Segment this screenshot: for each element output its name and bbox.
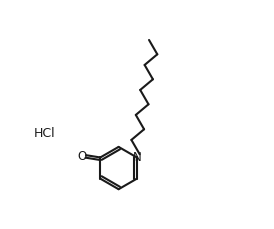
- Text: N: N: [133, 150, 142, 163]
- Text: O: O: [78, 149, 87, 162]
- Text: HCl: HCl: [34, 126, 56, 139]
